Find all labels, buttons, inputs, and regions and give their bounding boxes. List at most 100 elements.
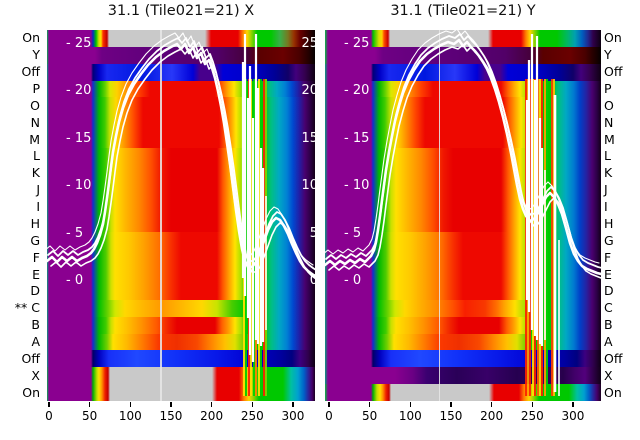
- x-tick: [328, 402, 330, 407]
- heatmap-row-o-4: [325, 97, 601, 115]
- row-label-right-j-9: J: [604, 182, 608, 198]
- row-label-right-o-4: O: [604, 97, 614, 113]
- center-channel-line: [438, 30, 441, 401]
- x-tick-label: 250: [520, 409, 544, 423]
- x-tick-label: 50: [362, 409, 378, 423]
- heatmap-row-h-11: [325, 215, 601, 233]
- heatmap-row-e-14: [325, 266, 601, 284]
- row-label-right-h-11: H: [604, 215, 614, 231]
- row-label-right-g-12: G: [604, 232, 614, 248]
- heatmap-row-g-12: [325, 232, 601, 250]
- x-tick: [409, 402, 412, 407]
- row-label-left-on-21: On: [22, 384, 40, 400]
- row-label-left-y-1: Y: [32, 47, 40, 63]
- x-tick: [211, 402, 213, 407]
- row-label-right-a-18: A: [604, 333, 613, 349]
- x-tick: [450, 402, 452, 407]
- heatmap-row-b-17: [47, 316, 315, 335]
- heatmap-row-b-17: [325, 316, 601, 335]
- row-label-left-e-14: E: [32, 266, 40, 282]
- heatmap-row-n-5: [47, 114, 315, 132]
- power-tick-label-left: - 20: [66, 83, 92, 98]
- power-tick-label-left: - 5: [344, 225, 362, 241]
- x-tick: [48, 402, 50, 407]
- row-label-right-l-7: L: [604, 148, 611, 164]
- x-tick-label: 150: [159, 409, 183, 423]
- power-tick-label-left: - 10: [66, 178, 92, 193]
- rfi-channel-stripe: [265, 79, 267, 396]
- row-label-right-k-8: K: [604, 165, 613, 181]
- row-label-right-e-14: E: [604, 266, 612, 282]
- power-tick-label-left: - 15: [66, 130, 92, 146]
- row-label-right-on-0: On: [604, 30, 622, 46]
- x-tick: [531, 402, 533, 407]
- power-tick-label-right: 20: [301, 83, 315, 98]
- row-label-right-c-16: C: [604, 300, 613, 316]
- heatmap-row-off-19: [325, 350, 601, 368]
- x-tick: [251, 402, 253, 407]
- row-label-left-l-7: L: [33, 148, 40, 164]
- heatmap-row-on-21: [47, 384, 315, 401]
- power-tick-label-right: 10: [301, 178, 315, 193]
- power-tick-label-left: - 5: [66, 225, 84, 241]
- rfi-channel-stripe: [541, 79, 543, 396]
- power-tick-label-left: - 0: [66, 273, 84, 288]
- row-label-left-g-12: G: [30, 232, 40, 248]
- row-label-left-j-9: J: [36, 182, 40, 198]
- x-tick-label: 250: [240, 409, 264, 423]
- row-label-right-i-10: I: [604, 199, 608, 215]
- heatmap-row-l-7: [325, 148, 601, 166]
- rfi-channel-stripe: [529, 79, 531, 396]
- x-tick: [369, 402, 371, 407]
- heatmap-row-off-19: [47, 350, 315, 368]
- row-label-right-n-5: N: [604, 114, 614, 130]
- power-tick-label-left: - 25: [344, 35, 370, 51]
- x-tick-label: 0: [45, 409, 53, 423]
- heatmap-row-h-11: [47, 215, 315, 233]
- x-tick: [170, 402, 172, 407]
- x-tick: [129, 402, 132, 407]
- heatmap-row-c-16: [47, 299, 315, 318]
- row-label-left-on-0: On: [22, 30, 40, 46]
- row-label-right-m-6: M: [604, 131, 615, 147]
- heatmap-row-on-21: [325, 384, 601, 401]
- row-label-left-p-3: P: [32, 81, 40, 97]
- power-tick-label-left: - 10: [344, 178, 370, 193]
- power-tick-label-right: 15: [301, 130, 315, 146]
- heatmap-row-g-12: [47, 232, 315, 250]
- x-tick-label: 200: [480, 409, 504, 423]
- rfi-channel-stripe: [546, 79, 548, 396]
- power-tick-label-right: 0: [309, 273, 315, 288]
- x-tick-label: 200: [200, 409, 224, 423]
- heatmap-row-x-20: [325, 367, 601, 385]
- rfi-channel-stripe: [245, 79, 247, 396]
- panel-title-y: 31.1 (Tile021=21) Y: [390, 3, 536, 19]
- rfi-channel-stripe: [534, 79, 536, 396]
- row-label-left-f-13: F: [32, 249, 40, 265]
- row-label-left-b-17: B: [31, 317, 40, 333]
- row-label-right-p-3: P: [604, 81, 612, 97]
- row-label-left-d-15: D: [30, 283, 40, 299]
- row-label-right-on-21: On: [604, 384, 622, 400]
- row-label-right-off-2: Off: [604, 64, 623, 80]
- center-channel-line: [160, 30, 162, 401]
- x-tick: [572, 402, 574, 407]
- row-label-left-n-5: N: [30, 114, 40, 130]
- heatmap-row-f-13: [325, 249, 601, 267]
- power-tick-label-left: - 0: [344, 273, 362, 288]
- heatmap-row-a-18: [325, 333, 601, 351]
- row-label-left-o-4: O: [30, 97, 40, 113]
- heatmap-row-off-2: [325, 63, 601, 82]
- row-label-left-k-8: K: [31, 165, 40, 181]
- heatmap-row-n-5: [325, 114, 601, 132]
- row-label-left-i-10: I: [36, 199, 40, 215]
- row-label-left-a-18: A: [31, 333, 40, 349]
- panel-title-x: 31.1 (Tile021=21) X: [107, 3, 255, 19]
- x-tick-label: 0: [325, 409, 333, 423]
- x-tick-label: 150: [439, 409, 463, 423]
- heatmap-row-l-7: [47, 148, 315, 166]
- heatmap-row-d-15: [47, 282, 315, 301]
- heatmap-row-a-18: [47, 333, 315, 351]
- power-tick-label-left: - 25: [66, 35, 92, 51]
